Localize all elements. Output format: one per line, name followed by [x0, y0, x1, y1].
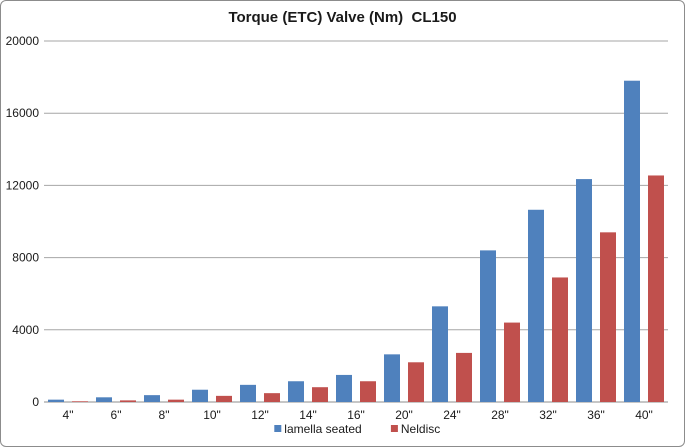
bar-lamella-seated	[48, 399, 64, 402]
legend-label: lamella seated	[284, 422, 361, 436]
bar-neldisc	[552, 277, 568, 402]
y-tick-label: 4000	[12, 323, 39, 337]
bar-neldisc	[504, 322, 520, 402]
y-tick-label: 12000	[6, 178, 40, 192]
bar-lamella-seated	[624, 80, 640, 403]
x-tick-label: 36"	[587, 408, 605, 422]
bar-neldisc	[456, 352, 472, 402]
bar-neldisc	[168, 399, 184, 402]
y-tick-label: 8000	[12, 251, 39, 265]
legend-swatch	[274, 425, 282, 432]
x-tick-label: 16"	[347, 408, 365, 422]
bar-lamella-seated	[240, 384, 256, 402]
chart-title: Torque (ETC) Valve (Nm) CL150	[228, 9, 457, 26]
bar-lamella-seated	[144, 395, 160, 402]
bar-neldisc	[264, 393, 280, 402]
bar-neldisc	[360, 381, 376, 402]
bar-neldisc	[72, 401, 88, 402]
bar-neldisc	[408, 362, 424, 402]
bar-lamella-seated	[480, 250, 496, 402]
x-tick-label: 24"	[443, 408, 461, 422]
bar-lamella-seated	[432, 306, 448, 402]
y-tick-label: 20000	[6, 34, 40, 48]
x-tick-label: 12"	[251, 408, 269, 422]
x-tick-label: 10"	[203, 408, 221, 422]
bar-neldisc	[600, 232, 616, 402]
legend-label: Neldisc	[401, 422, 440, 436]
x-tick-label: 6"	[111, 408, 122, 422]
legend-swatch	[390, 425, 398, 432]
y-tick-label: 0	[32, 395, 39, 409]
bar-lamella-seated	[288, 381, 304, 402]
y-tick-label: 16000	[6, 106, 40, 120]
bar-neldisc	[312, 387, 328, 402]
bar-lamella-seated	[528, 209, 544, 402]
bar-lamella-seated	[96, 397, 112, 402]
x-tick-label: 4"	[63, 408, 74, 422]
x-tick-label: 32"	[539, 408, 557, 422]
bar-lamella-seated	[576, 179, 592, 402]
x-tick-label: 40"	[635, 408, 653, 422]
x-tick-label: 8"	[159, 408, 170, 422]
bar-neldisc	[120, 400, 136, 402]
x-tick-label: 14"	[299, 408, 317, 422]
x-tick-label: 20"	[395, 408, 413, 422]
bar-neldisc	[648, 175, 664, 402]
bar-lamella-seated	[192, 389, 208, 402]
bar-neldisc	[216, 395, 232, 402]
x-tick-label: 28"	[491, 408, 509, 422]
bar-lamella-seated	[336, 374, 352, 402]
bar-lamella-seated	[384, 354, 400, 402]
